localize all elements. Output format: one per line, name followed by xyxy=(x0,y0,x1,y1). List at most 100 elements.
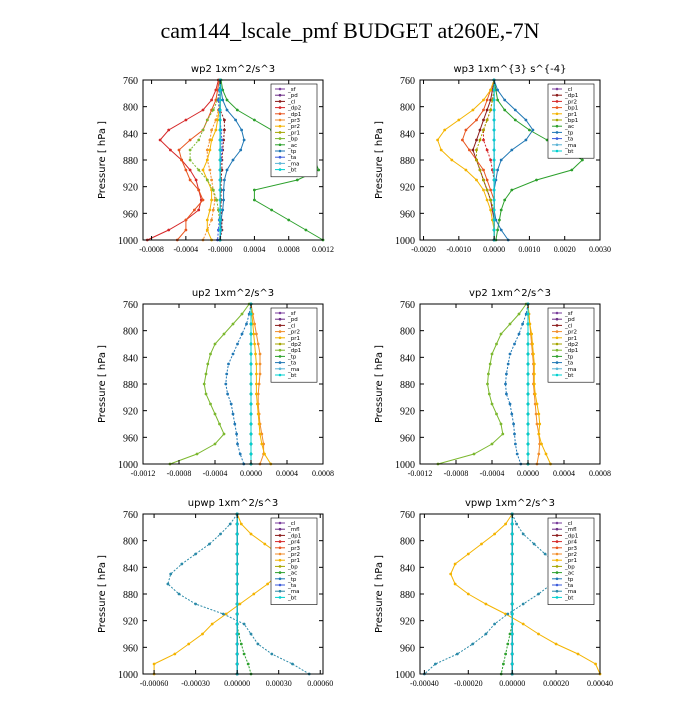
data-point xyxy=(256,412,260,416)
legend-label: _cl xyxy=(564,323,573,329)
series-line-ac xyxy=(236,514,252,675)
data-point xyxy=(480,542,483,546)
legend-marker xyxy=(278,155,282,159)
data-point xyxy=(510,592,514,596)
legend-marker xyxy=(555,87,559,91)
data-point xyxy=(239,522,243,526)
data-point xyxy=(496,88,499,92)
x-tick-label: -0.0020 xyxy=(411,245,436,254)
data-point xyxy=(257,422,261,426)
data-point xyxy=(218,128,222,132)
data-point xyxy=(222,188,226,192)
legend-marker xyxy=(278,596,282,599)
data-point xyxy=(449,572,453,576)
data-point xyxy=(227,362,230,366)
y-tick-label: 920 xyxy=(400,183,415,194)
data-point xyxy=(455,652,459,656)
data-point xyxy=(223,178,226,182)
legend-label: _pr4 xyxy=(564,540,578,546)
data-point xyxy=(235,108,239,112)
y-tick-label: 840 xyxy=(123,563,138,574)
data-point xyxy=(239,642,243,646)
legend-label: _ac xyxy=(287,571,297,577)
legend-label: _pr3 xyxy=(287,546,301,552)
data-point xyxy=(510,188,514,192)
data-point xyxy=(239,148,243,152)
data-point xyxy=(489,108,492,112)
data-point xyxy=(205,178,209,182)
x-tick-label: 0.00000 xyxy=(224,679,250,688)
data-point xyxy=(242,622,246,626)
data-point xyxy=(218,138,222,142)
data-point xyxy=(453,582,457,586)
data-point xyxy=(249,362,253,366)
legend-label: _ac xyxy=(287,143,297,149)
data-point xyxy=(503,198,507,202)
data-point xyxy=(489,198,492,202)
data-point xyxy=(499,422,503,426)
data-point xyxy=(211,208,215,212)
data-point xyxy=(434,662,437,666)
legend-marker xyxy=(555,106,559,109)
legend-label: _sf xyxy=(287,311,297,317)
y-axis-label: Pressure [ hPa ] xyxy=(97,345,108,423)
x-tick-label: -0.0010 xyxy=(446,245,471,254)
data-point xyxy=(510,542,514,546)
data-point xyxy=(205,118,209,122)
data-point xyxy=(492,208,496,212)
x-tick-label: 0.0010 xyxy=(518,245,540,254)
subplot-title: wp3 1xm^{3} s^{-4} xyxy=(453,64,566,75)
data-point xyxy=(236,342,239,346)
data-point xyxy=(208,148,212,152)
data-point xyxy=(492,88,496,92)
data-point xyxy=(492,158,496,162)
legend-label: _pr3 xyxy=(564,546,578,552)
legend-marker xyxy=(555,596,559,599)
legend-marker xyxy=(278,367,282,371)
data-point xyxy=(492,138,496,142)
data-point xyxy=(218,422,221,426)
series-line-pr2 xyxy=(202,80,221,241)
legend-label: _pr2 xyxy=(287,124,300,130)
subplot-title: up2 1xm^2/s^3 xyxy=(192,288,274,299)
legend-label: _ta xyxy=(287,583,296,589)
legend-marker xyxy=(555,367,559,371)
legend-label: _cl xyxy=(564,87,573,93)
data-point xyxy=(205,158,209,162)
y-tick-label: 1000 xyxy=(118,670,138,681)
y-tick-label: 960 xyxy=(400,209,415,220)
data-point xyxy=(496,228,499,232)
data-point xyxy=(478,128,482,132)
data-point xyxy=(475,138,478,142)
data-point xyxy=(249,442,253,446)
data-point xyxy=(510,522,514,526)
data-point xyxy=(489,88,492,92)
data-point xyxy=(570,168,574,172)
legend-label: _ma xyxy=(287,367,299,373)
legend-label: _pr1 xyxy=(564,112,577,118)
legend-marker xyxy=(555,131,559,134)
data-point xyxy=(304,228,308,232)
legend-box xyxy=(547,517,595,605)
data-point xyxy=(485,188,489,192)
series-line-dp1 xyxy=(176,79,220,241)
data-point xyxy=(505,372,508,376)
data-point xyxy=(240,128,244,132)
data-point xyxy=(213,442,217,446)
data-point xyxy=(526,452,530,456)
legend-marker xyxy=(555,112,559,116)
legend-label: _pr1 xyxy=(287,336,300,342)
data-point xyxy=(495,342,498,346)
data-point xyxy=(535,178,538,182)
data-point xyxy=(255,392,258,396)
legend-label: _pr2 xyxy=(564,99,577,105)
y-tick-label: 1000 xyxy=(395,460,415,471)
data-point xyxy=(594,662,597,666)
y-tick-label: 920 xyxy=(400,617,415,628)
data-point xyxy=(222,332,226,336)
y-tick-label: 840 xyxy=(400,563,415,574)
legend-marker xyxy=(555,355,559,358)
legend-box xyxy=(547,83,595,159)
data-point xyxy=(492,228,496,232)
legend-marker xyxy=(555,540,559,543)
